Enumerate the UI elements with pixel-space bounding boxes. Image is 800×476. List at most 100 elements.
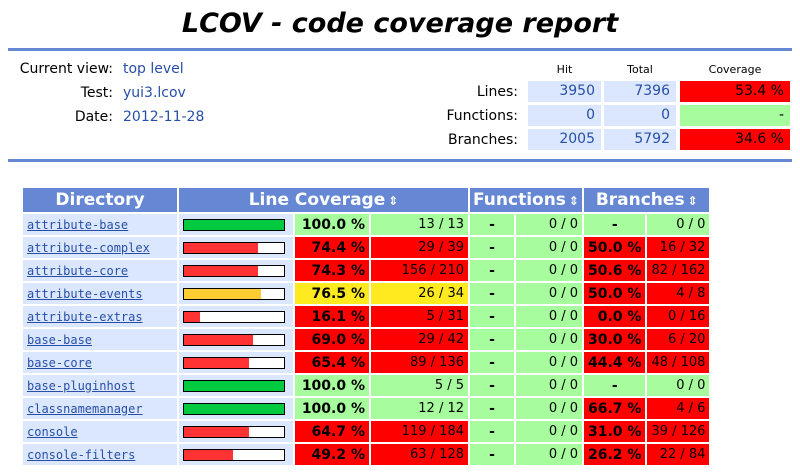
- line-coverage-percent: 100.0 %: [295, 375, 369, 396]
- line-coverage-count: 119 / 184: [371, 421, 468, 442]
- line-coverage-percent: 49.2 %: [295, 444, 369, 465]
- coverage-bar-fill: [184, 403, 284, 414]
- table-row: attribute-extras 16.1 % 5 / 31-0 / 0 0.0 % 0…: [23, 306, 710, 327]
- coverage-bar-fill: [184, 242, 259, 253]
- coverage-bar: [179, 444, 293, 465]
- directory-header: Directory: [23, 188, 177, 212]
- sort-icon[interactable]: ⇕: [687, 194, 698, 208]
- total-header: Total: [627, 63, 653, 76]
- branch-coverage-count: 39 / 126: [647, 421, 710, 442]
- branch-coverage-count: 16 / 32: [647, 237, 710, 258]
- hit-header: Hit: [556, 63, 573, 76]
- directory-link[interactable]: attribute-core: [23, 260, 177, 281]
- line-coverage-count: 156 / 210: [371, 260, 468, 281]
- branch-coverage-percent: 26.2 %: [584, 444, 646, 465]
- coverage-bar-fill: [184, 265, 259, 276]
- function-coverage-count: 0 / 0: [516, 306, 582, 327]
- directory-link[interactable]: attribute-complex: [23, 237, 177, 258]
- line-coverage-percent: 74.4 %: [295, 237, 369, 258]
- function-coverage-count: 0 / 0: [516, 398, 582, 419]
- function-coverage-percent: -: [470, 214, 514, 235]
- branch-coverage-count: 0 / 0: [647, 214, 710, 235]
- coverage-rows: attribute-base 100.0 % 13 / 13-0 / 0-0 / 0…: [23, 214, 710, 465]
- coverage-bar: [179, 375, 293, 396]
- branches-hit: 2005: [528, 129, 601, 150]
- line-coverage-percent: 100.0 %: [295, 398, 369, 419]
- branch-coverage-percent: -: [584, 375, 646, 396]
- branch-coverage-percent: 30.0 %: [584, 329, 646, 350]
- function-coverage-percent: -: [470, 237, 514, 258]
- coverage-bar: [179, 237, 293, 258]
- line-coverage-count: 29 / 42: [371, 329, 468, 350]
- branch-coverage-percent: 44.4 %: [584, 352, 646, 373]
- branch-coverage-percent: -: [584, 214, 646, 235]
- function-coverage-count: 0 / 0: [516, 283, 582, 304]
- table-row: console 64.7 % 119 / 184-0 / 0 31.0 % 39 / 1…: [23, 421, 710, 442]
- branch-coverage-count: 6 / 20: [647, 329, 710, 350]
- branches-total: 5792: [604, 129, 676, 150]
- coverage-bar-fill: [184, 449, 234, 460]
- coverage-bar: [179, 329, 293, 350]
- function-coverage-percent: -: [470, 398, 514, 419]
- function-coverage-percent: -: [470, 329, 514, 350]
- line-coverage-count: 13 / 13: [371, 214, 468, 235]
- branch-coverage-percent: 50.6 %: [584, 260, 646, 281]
- table-row: attribute-core 74.3 % 156 / 210-0 / 0 50.6 …: [23, 260, 710, 281]
- top-divider: [8, 48, 792, 51]
- branch-coverage-percent: 0.0 %: [584, 306, 646, 327]
- branch-coverage-percent: 50.0 %: [584, 283, 646, 304]
- sort-icon[interactable]: ⇕: [388, 194, 399, 208]
- directory-link[interactable]: classnamemanager: [23, 398, 177, 419]
- table-row: console-filters 49.2 % 63 / 128-0 / 0 26.2 …: [23, 444, 710, 465]
- directory-link[interactable]: base-base: [23, 329, 177, 350]
- date-label: Date:: [74, 109, 113, 125]
- coverage-bar-fill: [184, 288, 261, 299]
- coverage-bar-fill: [184, 380, 284, 391]
- branches-coverage: 34.6 %: [680, 129, 790, 150]
- coverage-bar-fill: [184, 219, 284, 230]
- line-coverage-count: 29 / 39: [371, 237, 468, 258]
- bottom-divider: [8, 159, 792, 162]
- function-coverage-percent: -: [470, 421, 514, 442]
- directory-link[interactable]: attribute-events: [23, 283, 177, 304]
- function-coverage-count: 0 / 0: [516, 375, 582, 396]
- coverage-bar: [179, 260, 293, 281]
- function-coverage-count: 0 / 0: [516, 352, 582, 373]
- function-coverage-count: 0 / 0: [516, 214, 582, 235]
- branches-header: Branches ⇕: [584, 188, 710, 212]
- branch-coverage-percent: 31.0 %: [584, 421, 646, 442]
- coverage-bar-fill: [184, 357, 250, 368]
- directory-link[interactable]: base-core: [23, 352, 177, 373]
- table-row: base-base 69.0 % 29 / 42-0 / 0 30.0 % 6 / 20: [23, 329, 710, 350]
- sort-icon[interactable]: ⇕: [568, 194, 579, 208]
- function-coverage-count: 0 / 0: [516, 237, 582, 258]
- line-coverage-percent: 69.0 %: [295, 329, 369, 350]
- branch-coverage-count: 4 / 8: [647, 283, 710, 304]
- line-coverage-percent: 76.5 %: [295, 283, 369, 304]
- line-coverage-count: 12 / 12: [371, 398, 468, 419]
- function-coverage-percent: -: [470, 352, 514, 373]
- directory-link[interactable]: base-pluginhost: [23, 375, 177, 396]
- coverage-bar: [179, 306, 293, 327]
- table-row: attribute-base 100.0 % 13 / 13-0 / 0-0 / 0: [23, 214, 710, 235]
- branch-coverage-count: 82 / 162: [647, 260, 710, 281]
- function-coverage-percent: -: [470, 283, 514, 304]
- line-coverage-count: 63 / 128: [371, 444, 468, 465]
- directory-link[interactable]: attribute-extras: [23, 306, 177, 327]
- function-coverage-percent: -: [470, 375, 514, 396]
- coverage-bar-fill: [184, 334, 253, 345]
- current-view-value[interactable]: top level: [123, 61, 184, 77]
- lines-total: 7396: [604, 81, 676, 102]
- branch-coverage-percent: 50.0 %: [584, 237, 646, 258]
- branch-coverage-count: 22 / 84: [647, 444, 710, 465]
- coverage-bar-fill: [184, 426, 249, 437]
- directory-link[interactable]: attribute-base: [23, 214, 177, 235]
- lines-label: Lines:: [476, 84, 518, 100]
- function-coverage-percent: -: [470, 444, 514, 465]
- table-row: classnamemanager 100.0 % 12 / 12-0 / 0 66.7…: [23, 398, 710, 419]
- directory-link[interactable]: console-filters: [23, 444, 177, 465]
- functions-total: 0: [604, 105, 676, 126]
- directory-link[interactable]: console: [23, 421, 177, 442]
- table-row: base-core 65.4 % 89 / 136-0 / 0 44.4 % 48 / …: [23, 352, 710, 373]
- coverage-bar-fill: [184, 311, 201, 322]
